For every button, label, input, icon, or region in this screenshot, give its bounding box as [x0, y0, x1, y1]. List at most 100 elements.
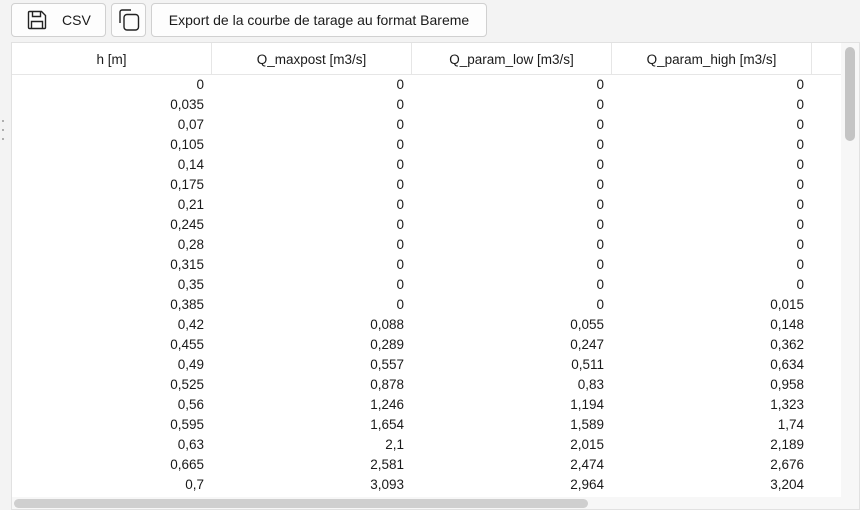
table-row[interactable]: 0,07 0 0 0: [12, 115, 843, 135]
table-cell[interactable]: 0: [596, 237, 604, 252]
table-row[interactable]: 0,245 0 0 0: [12, 215, 843, 235]
table-cell[interactable]: 0,525: [170, 377, 204, 392]
table-cell[interactable]: 1,589: [570, 417, 604, 432]
table-cell[interactable]: 0: [796, 137, 804, 152]
table-cell[interactable]: 0,362: [770, 337, 804, 352]
table-cell[interactable]: 0,105: [170, 137, 204, 152]
table-cell[interactable]: 0: [596, 117, 604, 132]
table-cell[interactable]: 0,28: [177, 237, 204, 252]
horizontal-scrollbar[interactable]: [12, 497, 843, 509]
table-cell[interactable]: 2,964: [570, 477, 604, 492]
table-cell[interactable]: 0,958: [770, 377, 804, 392]
table-cell[interactable]: 0: [596, 217, 604, 232]
table-cell[interactable]: 0: [796, 177, 804, 192]
table-cell[interactable]: 0,7: [185, 477, 204, 492]
table-cell[interactable]: 0,07: [177, 117, 204, 132]
table-cell[interactable]: 0: [196, 77, 204, 92]
table-row[interactable]: 0,49 0,557 0,511 0,634: [12, 355, 843, 375]
table-row[interactable]: 0,35 0 0 0: [12, 275, 843, 295]
table-cell[interactable]: 1,74: [777, 417, 804, 432]
table-cell[interactable]: 2,474: [570, 457, 604, 472]
table-cell[interactable]: 0,015: [770, 297, 804, 312]
table-cell[interactable]: 0: [396, 197, 404, 212]
table-cell[interactable]: 1,323: [770, 397, 804, 412]
table-cell[interactable]: 1,194: [570, 397, 604, 412]
table-cell[interactable]: 0,35: [177, 277, 204, 292]
splitter-handle[interactable]: [1, 120, 5, 140]
table-row[interactable]: 0,595 1,654 1,589 1,74: [12, 415, 843, 435]
export-csv-button[interactable]: CSV: [11, 3, 106, 37]
table-row[interactable]: 0,315 0 0 0: [12, 255, 843, 275]
table-cell[interactable]: 0,595: [170, 417, 204, 432]
table-cell[interactable]: 0: [796, 157, 804, 172]
table-cell[interactable]: 0: [396, 257, 404, 272]
table-cell[interactable]: 0,56: [177, 397, 204, 412]
table-cell[interactable]: 0,634: [770, 357, 804, 372]
table-row[interactable]: 0,63 2,1 2,015 2,189: [12, 435, 843, 455]
table-row[interactable]: 0 0 0 0: [12, 75, 843, 95]
column-header[interactable]: Q_param_high [m3/s]: [612, 43, 812, 75]
table-cell[interactable]: 3,093: [370, 477, 404, 492]
table-cell[interactable]: 0: [396, 297, 404, 312]
table-cell[interactable]: 0,511: [571, 357, 604, 372]
table-cell[interactable]: 0,088: [370, 317, 404, 332]
table-cell[interactable]: 0: [796, 277, 804, 292]
table-row[interactable]: 0,175 0 0 0: [12, 175, 843, 195]
table-row[interactable]: 0,56 1,246 1,194 1,323: [12, 395, 843, 415]
table-cell[interactable]: 0: [796, 257, 804, 272]
export-bareme-button[interactable]: Export de la courbe de tarage au format …: [151, 3, 487, 37]
table-cell[interactable]: 0: [396, 137, 404, 152]
table-cell[interactable]: 0: [596, 97, 604, 112]
table-cell[interactable]: 0: [596, 257, 604, 272]
copy-button[interactable]: [111, 3, 146, 37]
table-cell[interactable]: 0,878: [370, 377, 404, 392]
column-header[interactable]: Q_maxpost [m3/s]: [212, 43, 412, 75]
table-cell[interactable]: 2,676: [770, 457, 804, 472]
table-cell[interactable]: 0: [396, 217, 404, 232]
column-header[interactable]: h [m]: [12, 43, 212, 75]
table-cell[interactable]: 2,189: [770, 437, 804, 452]
table-cell[interactable]: 0,665: [170, 457, 204, 472]
vertical-scrollbar-thumb[interactable]: [845, 47, 855, 141]
table-row[interactable]: 0,28 0 0 0: [12, 235, 843, 255]
table-cell[interactable]: 0,175: [170, 177, 204, 192]
table-row[interactable]: 0,7 3,093 2,964 3,204: [12, 475, 843, 495]
table-cell[interactable]: 0: [596, 177, 604, 192]
table-cell[interactable]: 0,055: [570, 317, 604, 332]
table-row[interactable]: 0,455 0,289 0,247 0,362: [12, 335, 843, 355]
table-row[interactable]: 0,14 0 0 0: [12, 155, 843, 175]
table-cell[interactable]: 0,455: [170, 337, 204, 352]
table-cell[interactable]: 0,148: [770, 317, 804, 332]
table-cell[interactable]: 2,1: [385, 437, 404, 452]
table-cell[interactable]: 2,581: [370, 457, 404, 472]
table-cell[interactable]: 0,49: [177, 357, 204, 372]
table-cell[interactable]: 0,247: [570, 337, 604, 352]
table-cell[interactable]: 0: [796, 77, 804, 92]
table-cell[interactable]: 0,63: [177, 437, 204, 452]
table-row[interactable]: 0,105 0 0 0: [12, 135, 843, 155]
table-row[interactable]: 0,21 0 0 0: [12, 195, 843, 215]
table-cell[interactable]: 0: [396, 177, 404, 192]
table-row[interactable]: 0,035 0 0 0: [12, 95, 843, 115]
table-cell[interactable]: 0: [796, 97, 804, 112]
table-cell[interactable]: 1,654: [370, 417, 404, 432]
table-row[interactable]: 0,525 0,878 0,83 0,958: [12, 375, 843, 395]
table-cell[interactable]: 0: [396, 77, 404, 92]
table-cell[interactable]: 0: [596, 77, 604, 92]
table-cell[interactable]: 0,14: [177, 157, 204, 172]
table-cell[interactable]: 1,246: [370, 397, 404, 412]
table-row[interactable]: 0,665 2,581 2,474 2,676: [12, 455, 843, 475]
table-cell[interactable]: 0: [796, 117, 804, 132]
table-cell[interactable]: 0: [396, 157, 404, 172]
table-cell[interactable]: 0: [396, 237, 404, 252]
horizontal-scrollbar-thumb[interactable]: [14, 499, 588, 508]
table-cell[interactable]: 0,83: [577, 377, 604, 392]
table-cell[interactable]: 0,035: [170, 97, 204, 112]
table-cell[interactable]: 0: [596, 197, 604, 212]
table-cell[interactable]: 2,015: [570, 437, 604, 452]
table-cell[interactable]: 3,204: [770, 477, 804, 492]
table-cell[interactable]: 0: [796, 217, 804, 232]
table-cell[interactable]: 0,245: [170, 217, 204, 232]
table-cell[interactable]: 0: [596, 277, 604, 292]
table-cell[interactable]: 0: [596, 137, 604, 152]
